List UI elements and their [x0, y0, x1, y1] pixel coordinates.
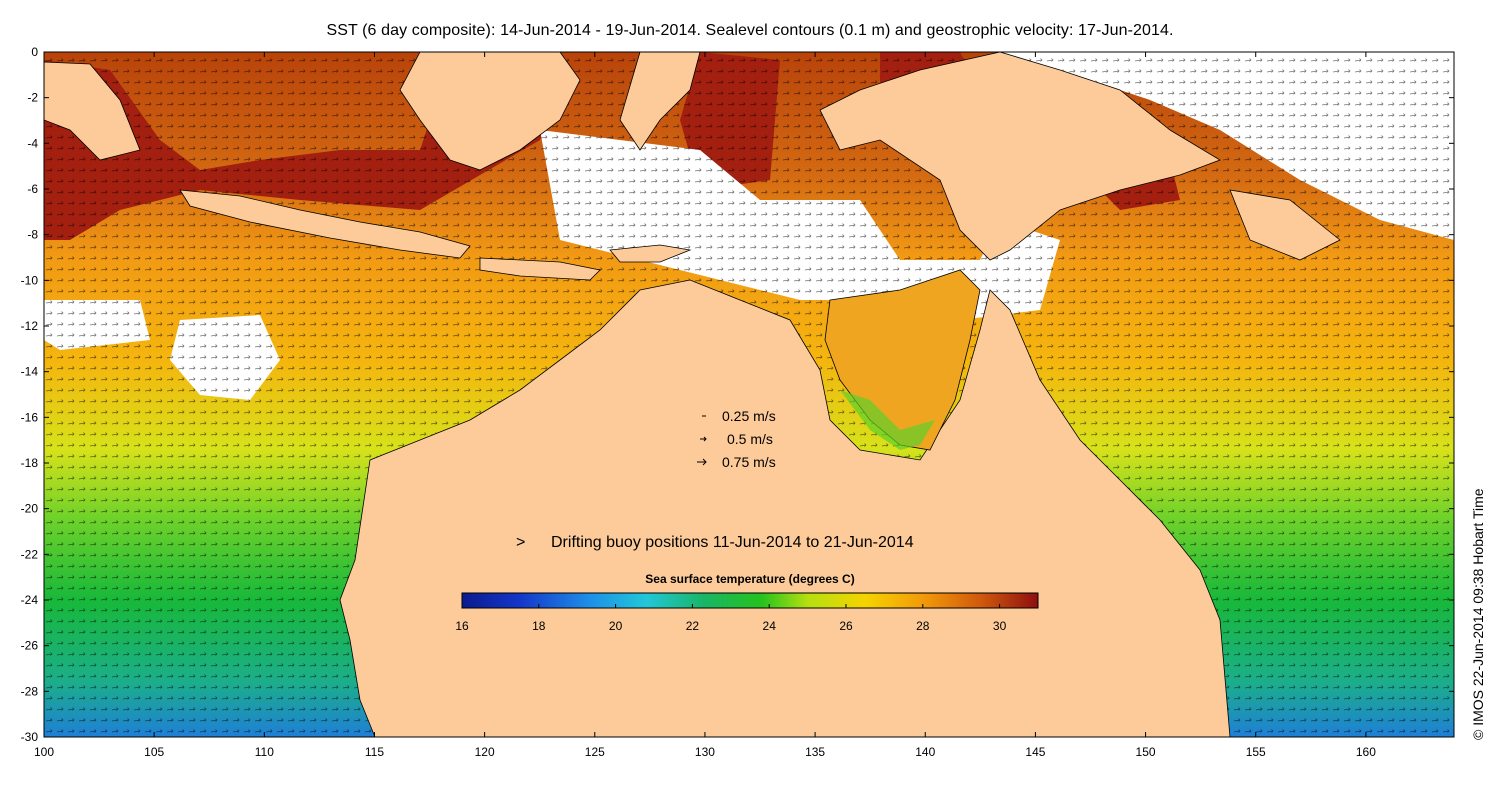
- x-tick-label: 140: [915, 745, 935, 759]
- x-tick-label: 110: [255, 745, 274, 759]
- colorbar-title: Sea surface temperature (degrees C): [645, 572, 854, 586]
- colorbar-tick-label: 28: [916, 619, 930, 633]
- y-tick-label: -16: [21, 410, 39, 424]
- plot-frame: [43, 51, 1455, 738]
- y-tick-label: -6: [27, 182, 38, 196]
- x-tick-label: 100: [34, 745, 54, 759]
- imos-credit: © IMOS 22-Jun-2014 09:38 Hobart Time: [1470, 488, 1486, 740]
- colorbar-tick-label: 30: [993, 619, 1007, 633]
- buoy-symbol: >: [516, 534, 525, 551]
- x-tick-label: 155: [1246, 745, 1266, 759]
- x-tick-label: 125: [585, 745, 605, 759]
- x-tick-label: 160: [1356, 745, 1376, 759]
- x-tick-label: 145: [1025, 745, 1045, 759]
- y-tick-label: -24: [21, 593, 39, 607]
- x-tick-label: 115: [365, 745, 384, 759]
- colorbar: Sea surface temperature (degrees C) 16 18…: [455, 572, 1039, 633]
- x-tick-label: 120: [475, 745, 495, 759]
- x-tick-label: 135: [805, 745, 825, 759]
- y-tick-label: -26: [21, 639, 39, 653]
- y-tick-label: 0: [31, 45, 38, 59]
- colorbar-tick-label: 18: [532, 619, 546, 633]
- buoy-legend: > Drifting buoy positions 11-Jun-2014 to…: [516, 534, 914, 551]
- y-tick-label: -18: [21, 456, 39, 470]
- colorbar-tick-label: 16: [455, 619, 469, 633]
- y-tick-label: -30: [21, 730, 39, 744]
- velocity-legend-label: 0.5 m/s: [727, 431, 773, 447]
- x-tick-label: 130: [695, 745, 715, 759]
- velocity-arrow-075: [697, 458, 707, 466]
- map-title: SST (6 day composite): 14-Jun-2014 - 19-…: [326, 22, 1174, 39]
- shelf-water-green: [840, 390, 935, 450]
- buoy-legend-label: Drifting buoy positions 11-Jun-2014 to 2…: [551, 534, 914, 551]
- velocity-legend: 0.25 m/s 0.5 m/s 0.75 m/s: [697, 408, 776, 470]
- velocity-arrow-05: [700, 436, 707, 442]
- colorbar-tick-label: 22: [686, 619, 700, 633]
- colorbar-tick-label: 20: [609, 619, 623, 633]
- y-tick-label: -2: [27, 91, 38, 105]
- y-tick-label: -22: [21, 547, 39, 561]
- x-axis: 100 105 110 115 120 125 130 135 140 145 150 155 160: [34, 52, 1376, 759]
- y-tick-label: -8: [27, 228, 38, 242]
- plot-area: [44, 52, 1454, 737]
- y-tick-label: -4: [27, 136, 38, 150]
- y-tick-label: -28: [21, 684, 39, 698]
- y-tick-label: -12: [21, 319, 39, 333]
- y-tick-label: -14: [21, 365, 39, 379]
- colorbar-tick-label: 26: [839, 619, 853, 633]
- y-tick-label: -20: [21, 502, 39, 516]
- landmasses: [44, 52, 1341, 737]
- y-tick-label: -10: [21, 273, 39, 287]
- x-tick-label: 150: [1136, 745, 1156, 759]
- velocity-legend-label: 0.25 m/s: [722, 408, 776, 424]
- colorbar-tick-label: 24: [763, 619, 777, 633]
- velocity-legend-label: 0.75 m/s: [722, 454, 776, 470]
- colorbar-gradient: [461, 592, 1039, 609]
- colorbar-ticks: 16 18 20 22 24 26 28 30: [455, 604, 1007, 633]
- x-tick-label: 105: [144, 745, 164, 759]
- y-axis: 0 -2 -4 -6 -8 -10 -12 -14 -16 -18 -20 -22 -24 -26 -28 -…: [21, 45, 1454, 744]
